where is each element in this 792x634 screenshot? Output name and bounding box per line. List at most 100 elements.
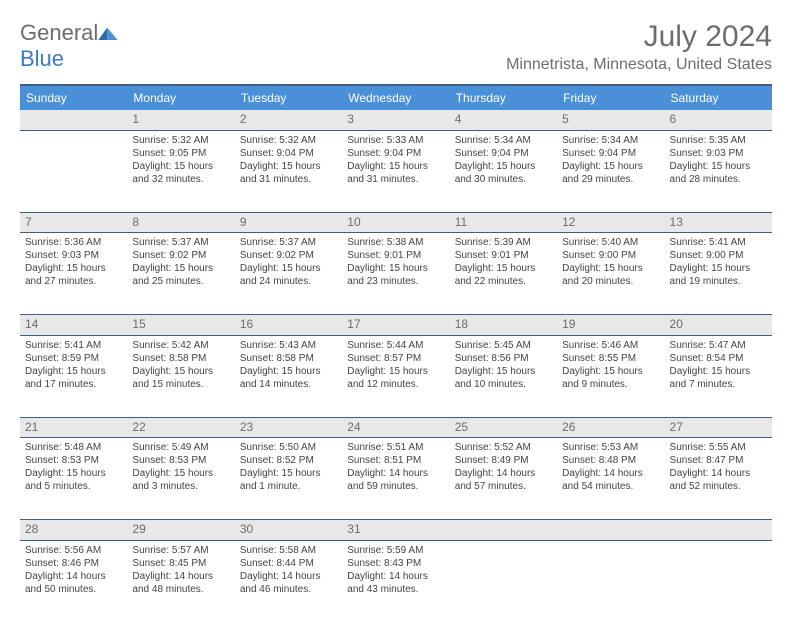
calendar-header-row: Sunday Monday Tuesday Wednesday Thursday… (20, 86, 772, 110)
sunset-text: Sunset: 9:01 PM (455, 249, 552, 262)
calendar-page: GeneralBlue July 2024 Minnetrista, Minne… (0, 0, 792, 634)
brand-mark-icon (98, 20, 120, 38)
day-detail-cell (450, 540, 557, 622)
sunset-text: Sunset: 9:04 PM (240, 147, 337, 160)
sunset-text: Sunset: 8:51 PM (347, 454, 444, 467)
day-number-cell: 31 (342, 520, 449, 541)
day-number-cell: 21 (20, 417, 127, 438)
day-number-cell: 7 (20, 212, 127, 233)
daylight-text: Daylight: 14 hours and 48 minutes. (132, 570, 229, 596)
weekday-heading: Wednesday (342, 86, 449, 110)
sunrise-text: Sunrise: 5:43 AM (240, 339, 337, 352)
sunset-text: Sunset: 8:54 PM (670, 352, 767, 365)
daylight-text: Daylight: 15 hours and 12 minutes. (347, 365, 444, 391)
sunrise-text: Sunrise: 5:47 AM (670, 339, 767, 352)
sunset-text: Sunset: 9:04 PM (562, 147, 659, 160)
sunrise-text: Sunrise: 5:48 AM (25, 441, 122, 454)
daylight-text: Daylight: 15 hours and 32 minutes. (132, 160, 229, 186)
sunrise-text: Sunrise: 5:39 AM (455, 236, 552, 249)
day-number-row: 78910111213 (20, 212, 772, 233)
day-number-cell: 15 (127, 315, 234, 336)
day-detail-cell: Sunrise: 5:59 AMSunset: 8:43 PMDaylight:… (342, 540, 449, 622)
day-number-cell: 29 (127, 520, 234, 541)
weekday-heading: Sunday (20, 86, 127, 110)
day-detail-cell: Sunrise: 5:37 AMSunset: 9:02 PMDaylight:… (127, 233, 234, 315)
day-detail-cell: Sunrise: 5:55 AMSunset: 8:47 PMDaylight:… (665, 438, 772, 520)
day-number-cell: 23 (235, 417, 342, 438)
brand-name: GeneralBlue (20, 20, 120, 72)
sunset-text: Sunset: 9:00 PM (562, 249, 659, 262)
sunset-text: Sunset: 8:44 PM (240, 557, 337, 570)
day-detail-cell: Sunrise: 5:49 AMSunset: 8:53 PMDaylight:… (127, 438, 234, 520)
brand-name-1: General (20, 20, 98, 45)
sunrise-text: Sunrise: 5:49 AM (132, 441, 229, 454)
day-detail-cell: Sunrise: 5:58 AMSunset: 8:44 PMDaylight:… (235, 540, 342, 622)
sunrise-text: Sunrise: 5:41 AM (25, 339, 122, 352)
daylight-text: Daylight: 15 hours and 31 minutes. (347, 160, 444, 186)
daylight-text: Daylight: 14 hours and 46 minutes. (240, 570, 337, 596)
day-number-cell: 20 (665, 315, 772, 336)
sunrise-text: Sunrise: 5:52 AM (455, 441, 552, 454)
sunrise-text: Sunrise: 5:58 AM (240, 544, 337, 557)
sunset-text: Sunset: 9:05 PM (132, 147, 229, 160)
day-detail-cell (20, 130, 127, 212)
day-number-cell: 5 (557, 110, 664, 130)
daylight-text: Daylight: 15 hours and 14 minutes. (240, 365, 337, 391)
day-detail-cell: Sunrise: 5:39 AMSunset: 9:01 PMDaylight:… (450, 233, 557, 315)
day-detail-cell: Sunrise: 5:36 AMSunset: 9:03 PMDaylight:… (20, 233, 127, 315)
day-number-cell: 4 (450, 110, 557, 130)
day-number-cell: 30 (235, 520, 342, 541)
sunrise-text: Sunrise: 5:57 AM (132, 544, 229, 557)
sunrise-text: Sunrise: 5:42 AM (132, 339, 229, 352)
day-number-cell: 8 (127, 212, 234, 233)
day-detail-row: Sunrise: 5:56 AMSunset: 8:46 PMDaylight:… (20, 540, 772, 622)
day-detail-cell: Sunrise: 5:37 AMSunset: 9:02 PMDaylight:… (235, 233, 342, 315)
day-number-cell: 1 (127, 110, 234, 130)
daylight-text: Daylight: 15 hours and 3 minutes. (132, 467, 229, 493)
daylight-text: Daylight: 15 hours and 1 minute. (240, 467, 337, 493)
day-number-cell: 13 (665, 212, 772, 233)
day-detail-row: Sunrise: 5:32 AMSunset: 9:05 PMDaylight:… (20, 130, 772, 212)
day-number-cell: 11 (450, 212, 557, 233)
day-detail-row: Sunrise: 5:48 AMSunset: 8:53 PMDaylight:… (20, 438, 772, 520)
day-detail-cell: Sunrise: 5:43 AMSunset: 8:58 PMDaylight:… (235, 335, 342, 417)
day-detail-cell: Sunrise: 5:45 AMSunset: 8:56 PMDaylight:… (450, 335, 557, 417)
daylight-text: Daylight: 15 hours and 15 minutes. (132, 365, 229, 391)
sunset-text: Sunset: 8:48 PM (562, 454, 659, 467)
day-detail-cell: Sunrise: 5:32 AMSunset: 9:04 PMDaylight:… (235, 130, 342, 212)
day-detail-cell: Sunrise: 5:40 AMSunset: 9:00 PMDaylight:… (557, 233, 664, 315)
day-detail-cell: Sunrise: 5:41 AMSunset: 8:59 PMDaylight:… (20, 335, 127, 417)
sunrise-text: Sunrise: 5:53 AM (562, 441, 659, 454)
weekday-heading: Thursday (450, 86, 557, 110)
sunrise-text: Sunrise: 5:32 AM (240, 134, 337, 147)
day-number-cell: 14 (20, 315, 127, 336)
daylight-text: Daylight: 14 hours and 57 minutes. (455, 467, 552, 493)
daylight-text: Daylight: 15 hours and 29 minutes. (562, 160, 659, 186)
sunrise-text: Sunrise: 5:35 AM (670, 134, 767, 147)
sunset-text: Sunset: 8:53 PM (132, 454, 229, 467)
sunset-text: Sunset: 9:02 PM (132, 249, 229, 262)
sunrise-text: Sunrise: 5:37 AM (132, 236, 229, 249)
sunset-text: Sunset: 8:46 PM (25, 557, 122, 570)
daylight-text: Daylight: 14 hours and 52 minutes. (670, 467, 767, 493)
day-number-cell: 16 (235, 315, 342, 336)
sunset-text: Sunset: 9:03 PM (25, 249, 122, 262)
day-detail-cell: Sunrise: 5:41 AMSunset: 9:00 PMDaylight:… (665, 233, 772, 315)
sunrise-text: Sunrise: 5:36 AM (25, 236, 122, 249)
sunset-text: Sunset: 8:43 PM (347, 557, 444, 570)
weekday-heading: Saturday (665, 86, 772, 110)
sunrise-text: Sunrise: 5:40 AM (562, 236, 659, 249)
day-detail-cell: Sunrise: 5:57 AMSunset: 8:45 PMDaylight:… (127, 540, 234, 622)
sunset-text: Sunset: 8:59 PM (25, 352, 122, 365)
weekday-heading: Friday (557, 86, 664, 110)
sunrise-text: Sunrise: 5:51 AM (347, 441, 444, 454)
daylight-text: Daylight: 14 hours and 54 minutes. (562, 467, 659, 493)
brand-name-2: Blue (20, 46, 64, 71)
day-number-cell: 3 (342, 110, 449, 130)
daylight-text: Daylight: 15 hours and 9 minutes. (562, 365, 659, 391)
day-detail-cell: Sunrise: 5:46 AMSunset: 8:55 PMDaylight:… (557, 335, 664, 417)
day-detail-cell: Sunrise: 5:50 AMSunset: 8:52 PMDaylight:… (235, 438, 342, 520)
day-detail-cell: Sunrise: 5:34 AMSunset: 9:04 PMDaylight:… (557, 130, 664, 212)
day-number-row: 28293031 (20, 520, 772, 541)
day-detail-cell: Sunrise: 5:47 AMSunset: 8:54 PMDaylight:… (665, 335, 772, 417)
